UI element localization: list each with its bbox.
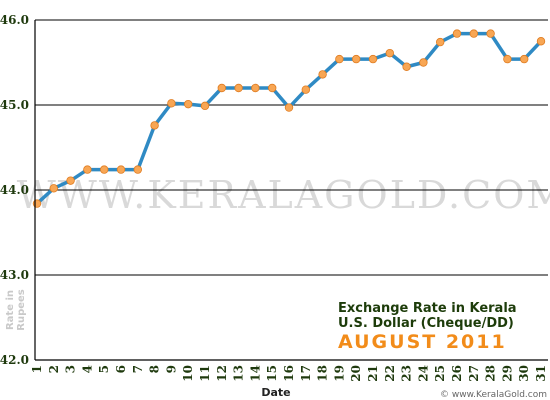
x-tick-label: 12 <box>215 365 229 382</box>
data-point <box>318 70 327 79</box>
data-point <box>251 83 260 93</box>
x-tick-label: 28 <box>484 365 498 382</box>
chart-title-line-1: Exchange Rate in Kerala <box>338 301 517 316</box>
x-tick-label: 15 <box>265 365 279 382</box>
data-point <box>32 199 42 208</box>
y-axis-label-line-2: Rupees <box>16 289 27 331</box>
footer-credit: © www.KeralaGold.com <box>440 390 547 400</box>
data-point <box>66 176 75 185</box>
x-tick-label: 27 <box>467 365 481 382</box>
x-tick-labels: 1 2 3 4 5 6 7 8 9 10 11 12 13 14 15 16 17 18 19 20 21 22 23 24 2… <box>30 365 548 382</box>
data-point <box>217 83 226 93</box>
x-tick-label: 30 <box>517 365 531 382</box>
x-axis-label: Date <box>261 386 290 399</box>
series-usd <box>32 29 546 208</box>
data-point <box>503 54 512 64</box>
data-point <box>150 121 159 130</box>
x-tick-label: 24 <box>416 365 430 382</box>
y-tick-labels: 42.0 43.0 44.0 45.0 46.0 <box>0 13 29 367</box>
x-tick-label: 25 <box>433 365 447 382</box>
data-point <box>520 54 529 64</box>
data-point <box>234 83 243 93</box>
data-point <box>368 54 378 64</box>
x-tick-label: 17 <box>299 365 313 382</box>
x-tick-label: 6 <box>114 365 128 373</box>
y-axis-label-line-1: Rate in <box>5 290 16 330</box>
x-tick-label: 10 <box>181 365 195 382</box>
data-point <box>200 101 210 111</box>
chart-subtitle: AUGUST 2011 <box>338 331 507 353</box>
x-tick-label: 23 <box>400 365 414 382</box>
x-tick-label: 2 <box>47 365 61 373</box>
data-point <box>436 37 445 47</box>
x-tick-label: 22 <box>383 365 397 382</box>
x-tick-label: 5 <box>97 365 111 373</box>
x-tick-label: 9 <box>164 365 178 373</box>
data-point <box>469 29 478 38</box>
data-point <box>49 184 58 193</box>
x-tick-label: 11 <box>198 365 212 382</box>
data-point <box>536 37 546 46</box>
x-tick-label: 16 <box>282 365 296 382</box>
x-tick-label: 7 <box>131 365 145 373</box>
y-axis-label: Rate in Rupees <box>5 289 27 331</box>
x-tick-label: 1 <box>30 365 44 373</box>
x-tick-label: 13 <box>232 365 246 382</box>
data-point <box>335 54 344 64</box>
y-tick-label: 45.0 <box>0 98 29 112</box>
x-tick-label: 14 <box>248 365 262 382</box>
x-tick-label: 3 <box>64 365 78 373</box>
data-point <box>385 48 394 58</box>
chart-title-line-2: U.S. Dollar (Cheque/DD) <box>338 316 514 331</box>
x-tick-label: 21 <box>366 365 380 382</box>
y-tick-label: 43.0 <box>0 268 29 282</box>
x-tick-label: 29 <box>500 365 514 382</box>
x-tick-label: 20 <box>349 365 363 382</box>
data-point <box>284 103 294 112</box>
data-point <box>99 165 109 174</box>
x-tick-label: 19 <box>332 365 346 382</box>
data-point <box>301 85 310 94</box>
data-point <box>183 99 193 109</box>
y-tick-label: 42.0 <box>0 353 29 367</box>
data-point <box>116 165 126 174</box>
y-tick-label: 46.0 <box>0 13 29 27</box>
x-tick-label: 26 <box>450 365 464 382</box>
data-point <box>167 99 176 108</box>
data-point <box>352 54 361 64</box>
data-point <box>268 83 277 93</box>
data-point <box>402 62 411 71</box>
watermark: WWW.KERALAGOLD.COM <box>17 173 550 217</box>
x-tick-label: 8 <box>148 365 162 373</box>
data-point <box>419 58 428 67</box>
y-tick-label: 44.0 <box>0 183 29 197</box>
data-point <box>486 29 495 38</box>
data-point <box>83 165 92 174</box>
x-tick-label: 31 <box>534 365 548 382</box>
x-tick-label: 4 <box>80 365 94 373</box>
data-point <box>452 29 462 38</box>
data-point <box>133 165 142 174</box>
x-tick-label: 18 <box>316 365 330 382</box>
